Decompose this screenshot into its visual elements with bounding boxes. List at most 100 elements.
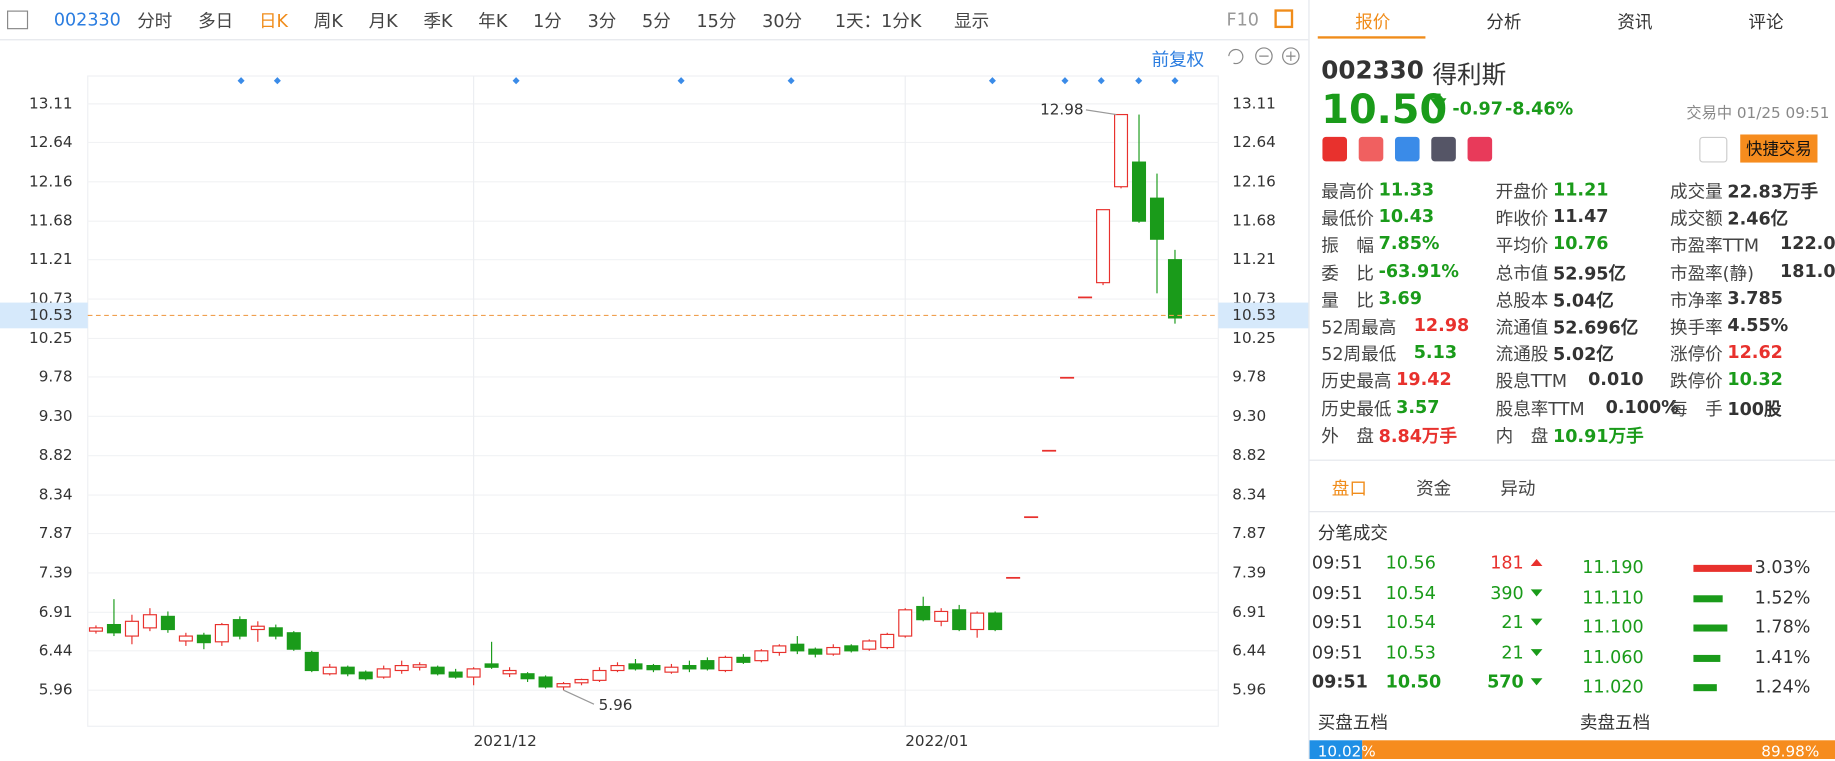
stat-value: 10.76 [1552,233,1609,255]
stat-value: 3.785 [1727,287,1783,309]
y-tick-label-right: 7.39 [1232,563,1266,581]
sub-tab[interactable]: 资金 [1416,478,1452,500]
panel-tab[interactable]: 资讯 [1617,11,1653,33]
side-pct: 3.03% [1754,556,1811,578]
stat-label: 成交量 [1670,181,1723,203]
stat-label: 振 幅 [1321,235,1374,257]
trade-dir [1530,559,1543,567]
stat-value: 181.03 [1780,260,1835,282]
stat-label: 历史最低 [1321,398,1392,420]
stat-value: 5.04亿 [1552,289,1614,311]
trade-price: 10.50 [1385,671,1442,693]
candle-body [1149,197,1165,240]
period-tab[interactable]: 周K [313,9,343,31]
last-price-label: 10.53 [29,306,72,324]
candle-body [664,666,679,673]
side-bar [1693,624,1728,632]
candle-body [592,669,607,681]
period-tab[interactable]: 分时 [137,9,173,31]
sub-tab[interactable]: 异动 [1500,478,1536,500]
event-markers [237,77,1179,85]
y-tick-label-right: 5.96 [1232,681,1266,699]
stat-label: 市净率 [1670,289,1723,311]
y-tick-label-right: 12.16 [1232,172,1275,190]
candle-body [466,668,481,678]
price: 10.50 [1321,86,1448,134]
sidebar-toggle[interactable] [7,10,29,30]
candle-body [808,648,823,655]
period-tab[interactable]: 显示 [954,9,990,31]
candle-body [142,614,157,629]
y-tick-label: 12.64 [29,133,72,151]
candle-body [520,673,535,680]
max-pointer [1085,109,1117,116]
period-tab[interactable]: 1天：1分K [834,9,922,31]
period-tab[interactable]: 季K [423,9,453,31]
period-tab[interactable]: 5分 [642,9,671,31]
stat-value: 5.02亿 [1552,344,1614,366]
stat-label: 股息TTM [1495,371,1568,393]
candle-body [304,651,319,672]
stat-value: 7.85% [1378,233,1440,255]
f10[interactable]: F10 [1226,9,1259,31]
price-tag-right [1218,302,1309,329]
period-tab[interactable]: 30分 [762,9,803,31]
y-tick-label: 7.87 [39,524,73,542]
panel-toggle[interactable] [1274,9,1294,29]
stat-value: 2.46亿 [1727,208,1789,230]
y-tick-label-right: 13.11 [1232,94,1275,112]
y-tick-label-right: 6.91 [1232,603,1266,621]
sub-tab[interactable]: 盘口 [1331,478,1367,500]
stat-value: 11.47 [1552,206,1609,228]
trade-dir [1530,588,1543,596]
quick-trade[interactable]: 快捷交易 [1740,134,1818,163]
candle-body [556,683,571,688]
trade-price: 10.54 [1385,581,1436,603]
y-tick-label-right: 8.34 [1232,486,1266,504]
side-price: 11.060 [1582,646,1644,668]
candle-body [448,671,463,678]
stat-label: 外 盘 [1321,425,1374,447]
candle-body [484,663,499,668]
chart-controls[interactable] [1228,47,1300,65]
stat-label: 开盘价 [1495,181,1549,203]
stat-label: 流通值 [1495,316,1549,338]
panel-tab[interactable]: 报价 [1355,11,1391,33]
stat-value: 12.98 [1413,314,1470,336]
period-tab[interactable]: 1分 [533,9,562,31]
stock-code[interactable]: 002330 [53,9,121,31]
period-tab[interactable]: 3分 [587,9,617,31]
candle-body [736,656,751,663]
trade-time: 09:51 [1311,611,1363,633]
trade-price: 10.53 [1385,641,1436,663]
period-tab[interactable]: 多日 [198,9,234,31]
stat-value: 0.100% [1605,395,1679,418]
stat-value: 19.42 [1396,368,1452,390]
candle-body [898,609,913,637]
candle-body [754,650,769,662]
candle-body [574,678,589,684]
period-tab[interactable]: 日K [258,9,289,31]
period-tab[interactable]: 月K [368,9,398,31]
panel-tab[interactable]: 分析 [1486,11,1522,33]
trades-title: 分笔成交 [1317,522,1388,544]
period-tab[interactable]: 年K [478,9,508,31]
stat-label: 市盈率TTM [1670,235,1759,257]
stat-label: 52周最高 [1321,316,1397,338]
side-bar [1693,594,1723,602]
candle-body [646,664,661,671]
adjust-mode[interactable]: 前复权 [1151,49,1205,71]
panel-tab[interactable]: 评论 [1748,11,1784,33]
stat-label: 52周最低 [1321,344,1397,366]
stat-value: 52.95亿 [1552,262,1627,284]
period-tab[interactable]: 15分 [696,9,737,31]
y-tick-label-right: 6.44 [1232,641,1266,659]
y-tick-label: 8.82 [39,446,73,464]
stat-value: 11.21 [1552,178,1609,200]
stat-value: 12.62 [1727,341,1783,363]
stat-value: 3.69 [1378,287,1422,309]
stat-value: 52.696亿 [1552,316,1639,338]
y-tick-label-right: 7.87 [1232,524,1266,542]
side-pct: 1.41% [1754,646,1811,668]
